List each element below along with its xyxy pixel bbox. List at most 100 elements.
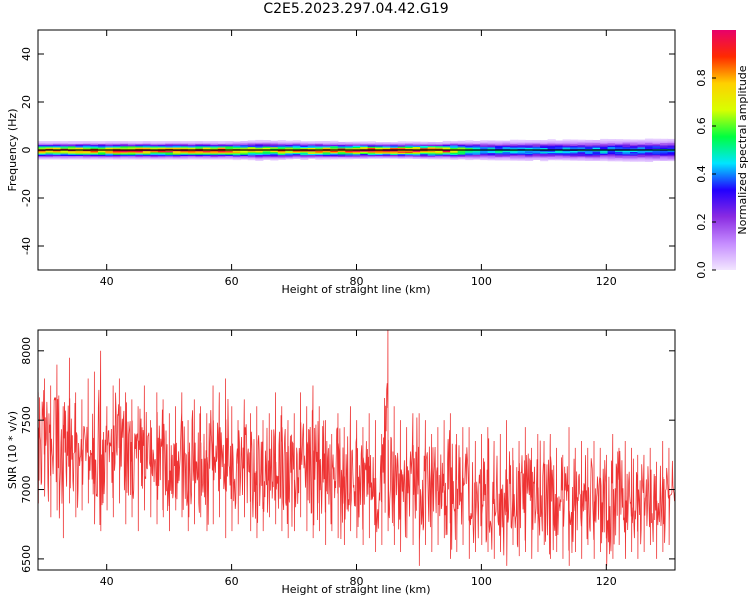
heatmap-cell (307, 143, 316, 146)
heatmap-cell (105, 143, 114, 146)
heatmap-cell (98, 144, 107, 147)
y-tick-label: 40 (20, 47, 33, 61)
heatmap-cell (68, 142, 77, 144)
heatmap-cell (577, 156, 586, 159)
heatmap-cell (120, 157, 129, 160)
heatmap-cell (75, 142, 84, 144)
heatmap-cell (547, 142, 556, 145)
heatmap-cell (555, 156, 564, 158)
heatmap-cell (285, 156, 294, 159)
heatmap-cell (660, 148, 669, 151)
heatmap-cell (667, 149, 675, 152)
heatmap-cell (165, 148, 174, 150)
heatmap-cell (540, 159, 549, 162)
heatmap-cell (585, 151, 594, 154)
heatmap-cell (68, 143, 77, 146)
heatmap-cell (577, 150, 586, 153)
heatmap-cell (98, 148, 107, 150)
heatmap-cell (615, 152, 624, 155)
heatmap-cell (195, 156, 204, 159)
heatmap-cell (53, 155, 62, 158)
heatmap-cell (382, 153, 391, 155)
heatmap-cell (315, 141, 324, 143)
heatmap-cell (45, 155, 54, 158)
heatmap-cell (112, 154, 121, 156)
heatmap-cell (667, 147, 675, 150)
heatmap-cell (442, 144, 451, 147)
heatmap-cell (480, 153, 489, 156)
heatmap-cell (68, 151, 77, 154)
heatmap-cell (120, 145, 129, 148)
heatmap-cell (630, 153, 639, 156)
heatmap-cell (60, 154, 69, 156)
heatmap-cell (397, 147, 406, 150)
heatmap-cell (397, 155, 406, 158)
spectrogram-x-axis-label: Height of straight line (km) (281, 283, 430, 296)
heatmap-cell (345, 145, 354, 148)
heatmap-cell (187, 148, 196, 150)
heatmap-cell (277, 155, 286, 158)
heatmap-cell (375, 143, 384, 146)
heatmap-cell (90, 142, 99, 144)
heatmap-cell (255, 145, 264, 148)
heatmap-cell (570, 157, 579, 160)
heatmap-cell (315, 157, 324, 160)
heatmap-cell (570, 158, 579, 161)
heatmap-cell (300, 146, 309, 148)
heatmap-cell (225, 157, 234, 160)
heatmap-cell (630, 145, 639, 148)
heatmap-cell (300, 158, 309, 160)
heatmap-cell (83, 155, 92, 158)
heatmap-cell (465, 143, 474, 146)
heatmap-cell (472, 155, 481, 158)
heatmap-cell (60, 157, 69, 160)
heatmap-cell (472, 141, 481, 143)
heatmap-cell (660, 147, 669, 149)
heatmap-cell (53, 157, 62, 160)
heatmap-cell (142, 157, 151, 160)
heatmap-cell (330, 146, 339, 149)
heatmap-cell (53, 151, 62, 154)
heatmap-cell (352, 147, 361, 150)
heatmap-cell (307, 146, 316, 148)
heatmap-cell (667, 138, 675, 141)
heatmap-cell (487, 153, 496, 156)
heatmap-cell (487, 144, 496, 146)
heatmap-cell (420, 141, 429, 144)
heatmap-cell (532, 150, 541, 153)
heatmap-cell (615, 150, 624, 152)
heatmap-cell (83, 144, 92, 147)
heatmap-cell (202, 150, 211, 153)
heatmap-cell (367, 155, 376, 158)
heatmap-cell (352, 152, 361, 155)
heatmap-cell (202, 156, 211, 159)
heatmap-cell (442, 142, 451, 144)
heatmap-cell (472, 156, 481, 159)
heatmap-cell (90, 154, 99, 156)
heatmap-cell (487, 147, 496, 150)
heatmap-cell (217, 151, 226, 154)
heatmap-cell (38, 141, 47, 143)
heatmap-cell (247, 142, 256, 145)
heatmap-cell (645, 160, 654, 162)
heatmap-cell (135, 154, 144, 156)
heatmap-cell (555, 150, 564, 152)
heatmap-cell (667, 142, 675, 145)
heatmap-cell (667, 155, 675, 158)
heatmap-cell (562, 157, 571, 160)
heatmap-cell (150, 148, 159, 150)
heatmap-cell (442, 156, 451, 159)
heatmap-cell (285, 152, 294, 155)
colorbar-label: Normalized spectral amplitude (736, 65, 749, 234)
heatmap-cell (38, 144, 47, 147)
heatmap-cell (600, 140, 609, 142)
heatmap-cell (240, 143, 249, 146)
heatmap-cell (180, 142, 189, 144)
heatmap-cell (510, 148, 519, 150)
heatmap-cell (157, 144, 166, 147)
heatmap-cell (495, 147, 504, 150)
heatmap-cell (390, 155, 399, 158)
heatmap-cell (660, 153, 669, 155)
heatmap-cell (562, 156, 571, 158)
heatmap-cell (667, 153, 675, 156)
